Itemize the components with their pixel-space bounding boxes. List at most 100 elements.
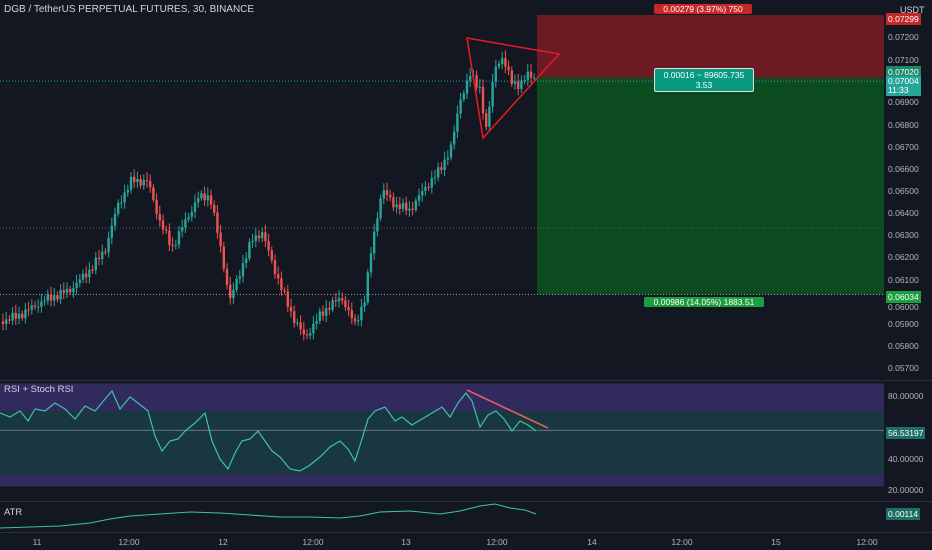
- candle-body: [107, 237, 110, 253]
- atr-axis[interactable]: 0.00114: [884, 502, 932, 532]
- candle-body: [65, 288, 69, 293]
- time-axis-divider: [0, 532, 932, 533]
- time-label: 14: [587, 537, 597, 547]
- candle-body: [389, 195, 392, 198]
- price-tick: 0.06200: [888, 252, 919, 262]
- atr-title[interactable]: ATR: [4, 507, 23, 518]
- candle-body: [190, 211, 193, 217]
- price-chart-pane[interactable]: DGB / TetherUS PERPETUAL FUTURES, 30, BI…: [0, 0, 884, 380]
- candle-body: [94, 257, 97, 271]
- candle-body: [8, 319, 11, 321]
- candle-body: [491, 81, 494, 107]
- rsi-pane[interactable]: RSI + Stoch RSI: [0, 381, 884, 501]
- rsi-tick: 40.00000: [888, 454, 924, 464]
- pane-divider[interactable]: [0, 501, 932, 502]
- rsi-chart[interactable]: [0, 381, 884, 501]
- price-chart[interactable]: [0, 0, 884, 380]
- candle-body: [379, 198, 382, 219]
- candle-body: [267, 241, 270, 251]
- candle-body: [385, 190, 389, 196]
- candle-body: [459, 99, 462, 114]
- candle-body: [225, 268, 229, 285]
- candle-body: [216, 212, 219, 233]
- candle-body: [440, 167, 443, 170]
- last-price-value: 0.07004: [888, 76, 919, 86]
- candle-body: [142, 180, 145, 186]
- candle-body: [510, 70, 513, 84]
- candle-body: [408, 208, 411, 211]
- candle-body: [309, 333, 312, 336]
- entry-price-badge: 0.07020: [886, 66, 921, 78]
- time-axis[interactable]: 11 12:00 12 12:00 13 12:00 14 12:00 15 1…: [0, 533, 932, 550]
- candle-body: [488, 106, 491, 127]
- candle-body: [145, 180, 149, 182]
- candle-body: [149, 181, 152, 188]
- candle-body: [14, 312, 17, 319]
- candle-body: [392, 197, 395, 208]
- rsi-axis[interactable]: 80.00000 40.00000 20.00000 56.53197: [884, 381, 932, 501]
- candle-body: [462, 93, 465, 100]
- candle-body: [27, 309, 30, 311]
- candle-body: [481, 86, 485, 114]
- rsi-title[interactable]: RSI + Stoch RSI: [4, 384, 74, 395]
- candle-body: [507, 66, 510, 71]
- candle-body: [277, 274, 280, 279]
- candle-body: [414, 200, 417, 210]
- candle-body: [475, 75, 478, 88]
- candle-body: [401, 202, 405, 210]
- atr-pane[interactable]: ATR: [0, 502, 884, 532]
- candle-body: [424, 186, 427, 192]
- candle-body: [261, 232, 264, 239]
- candle-body: [293, 311, 296, 324]
- candle-body: [56, 295, 59, 300]
- atr-chart[interactable]: [0, 502, 884, 532]
- entry-label[interactable]: 0.00016 ~ 89605.735 3.53: [654, 68, 754, 92]
- price-tick: 0.06000: [888, 302, 919, 312]
- candle-body: [289, 306, 293, 312]
- candle-body: [43, 300, 46, 302]
- price-tick: 0.05700: [888, 363, 919, 373]
- price-axis[interactable]: USDT 0.07200 0.07100 0.06900 0.06800 0.0…: [884, 0, 932, 380]
- candle-body: [497, 63, 501, 67]
- candle-body: [49, 294, 53, 301]
- candle-body: [206, 195, 209, 201]
- candle-body: [133, 176, 136, 183]
- candle-body: [161, 220, 165, 230]
- take-profit-zone: [537, 77, 884, 295]
- rsi-trendline: [466, 389, 549, 429]
- candle-body: [465, 80, 469, 94]
- rsi-oversold-band: [0, 474, 884, 487]
- candle-body: [485, 113, 488, 127]
- candle-body: [347, 307, 350, 311]
- candle-body: [104, 251, 107, 253]
- candle-body: [270, 250, 273, 261]
- candle-body: [69, 288, 72, 293]
- candle-body: [398, 204, 401, 210]
- candle-body: [232, 289, 235, 299]
- candle-body: [238, 276, 241, 279]
- candle-body: [219, 232, 222, 247]
- candle-body: [177, 231, 181, 245]
- rsi-line: [0, 389, 537, 472]
- candle-body: [59, 290, 62, 300]
- currency-label: USDT: [900, 5, 925, 15]
- candle-body: [1, 321, 5, 325]
- candle-body: [174, 244, 177, 246]
- candle-body: [344, 300, 347, 308]
- candle-body: [171, 245, 174, 247]
- candle-body: [158, 213, 161, 221]
- time-label: 13: [401, 537, 411, 547]
- stop-loss-label[interactable]: 0.00279 (3.97%) 750: [654, 4, 752, 14]
- candle-body: [254, 235, 257, 241]
- candle-body: [350, 310, 353, 319]
- candle-body: [430, 178, 433, 188]
- stop-price-badge: 0.07299: [886, 13, 921, 25]
- candle-body: [469, 75, 472, 81]
- candle-body: [245, 258, 248, 264]
- pane-divider[interactable]: [0, 380, 932, 381]
- last-price-badge: 0.07004 11:33: [886, 76, 921, 96]
- candle-body: [296, 322, 299, 324]
- take-profit-label[interactable]: 0.00986 (14.05%) 1883.51: [644, 297, 764, 307]
- time-label: 15: [771, 537, 781, 547]
- candle-body: [526, 71, 529, 80]
